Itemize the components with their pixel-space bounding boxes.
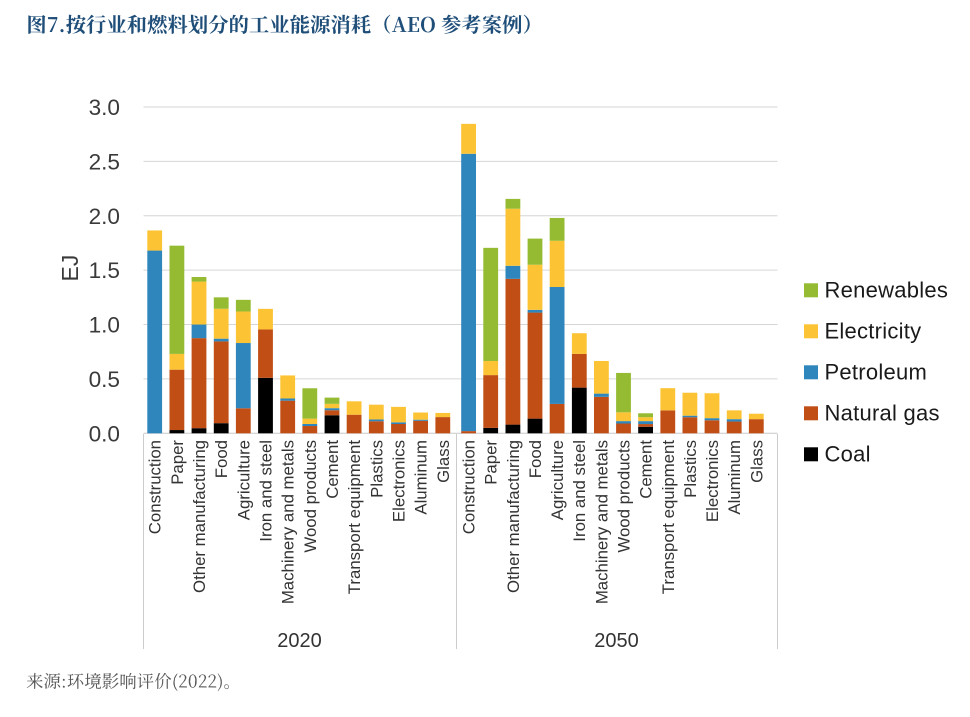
svg-text:Wood products: Wood products (301, 440, 320, 553)
svg-text:Paper: Paper (482, 440, 501, 485)
svg-text:1.5: 1.5 (89, 258, 120, 283)
svg-text:Other manufacturing: Other manufacturing (190, 440, 209, 593)
svg-text:1.0: 1.0 (89, 313, 120, 338)
svg-text:Wood products: Wood products (615, 440, 634, 553)
svg-text:Coal: Coal (825, 441, 871, 466)
svg-text:3.0: 3.0 (89, 95, 120, 120)
svg-text:Glass: Glass (434, 440, 453, 483)
svg-text:Cement: Cement (637, 440, 656, 499)
svg-text:Plastics: Plastics (681, 440, 700, 498)
svg-text:Plastics: Plastics (367, 440, 386, 498)
svg-text:EJ: EJ (57, 255, 83, 282)
svg-text:Glass: Glass (747, 440, 766, 483)
svg-text:0.5: 0.5 (89, 367, 120, 392)
svg-text:Agriculture: Agriculture (548, 440, 567, 520)
svg-text:Aluminum: Aluminum (725, 440, 744, 515)
svg-text:Transport equipment: Transport equipment (345, 440, 364, 595)
svg-text:Agriculture: Agriculture (234, 440, 253, 520)
svg-text:Food: Food (526, 440, 545, 478)
svg-text:Electronics: Electronics (703, 440, 722, 522)
svg-text:Petroleum: Petroleum (825, 359, 928, 384)
svg-text:Food: Food (212, 440, 231, 478)
svg-text:Iron and steel: Iron and steel (570, 440, 589, 542)
svg-text:Paper: Paper (168, 440, 187, 485)
svg-text:Cement: Cement (323, 440, 342, 499)
svg-text:2.5: 2.5 (89, 149, 120, 174)
svg-text:Construction: Construction (460, 440, 479, 534)
svg-text:Electronics: Electronics (390, 440, 409, 522)
svg-text:Transport equipment: Transport equipment (659, 440, 678, 595)
svg-text:Natural gas: Natural gas (825, 400, 940, 425)
svg-text:2050: 2050 (594, 630, 639, 652)
svg-text:Machinery and metals: Machinery and metals (592, 440, 611, 604)
svg-text:Electricity: Electricity (825, 318, 922, 343)
svg-text:Aluminum: Aluminum (412, 440, 431, 515)
svg-text:0.0: 0.0 (89, 421, 120, 446)
svg-text:Iron and steel: Iron and steel (257, 440, 276, 542)
svg-text:Other manufacturing: Other manufacturing (504, 440, 523, 593)
svg-text:Construction: Construction (146, 440, 165, 534)
svg-text:2.0: 2.0 (89, 204, 120, 229)
svg-text:Machinery and metals: Machinery and metals (279, 440, 298, 604)
svg-text:Renewables: Renewables (825, 277, 949, 302)
svg-text:2020: 2020 (277, 630, 322, 652)
